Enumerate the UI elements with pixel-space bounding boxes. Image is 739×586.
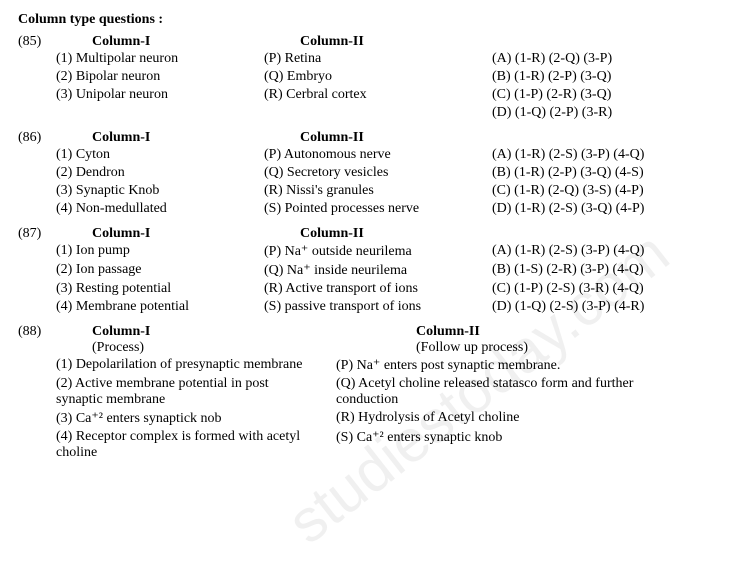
col2-item: (S) passive transport of ions xyxy=(264,298,484,316)
col2-item: (Q) Secretory vesicles xyxy=(264,164,484,182)
col1-item: (2) Dendron xyxy=(56,164,256,182)
col1-item: (2) Bipolar neuron xyxy=(56,68,256,86)
question-86: (86) Column-I Column-II (1) Cyton (P) Au… xyxy=(18,130,721,218)
col2-item: (R) Nissi's granules xyxy=(264,182,484,200)
col2-item: (R) Hydrolysis of Acetyl choline xyxy=(336,409,656,428)
question-85: (85) Column-I Column-II (1) Multipolar n… xyxy=(18,34,721,122)
col1-item: (1) Ion pump xyxy=(56,242,256,261)
option: (A) (1-R) (2-Q) (3-P) xyxy=(492,50,672,68)
col1-item: (4) Non-medullated xyxy=(56,200,256,218)
option: (B) (1-R) (2-P) (3-Q) (4-S) xyxy=(492,164,672,182)
col1-item: (4) Receptor complex is formed with acet… xyxy=(56,428,316,462)
option: (B) (1-S) (2-R) (3-P) (4-Q) xyxy=(492,261,672,280)
col1-item: (2) Ion passage xyxy=(56,261,256,280)
col2-item: (S) Pointed processes nerve xyxy=(264,200,484,218)
question-87: (87) Column-I Column-II (1) Ion pump (P)… xyxy=(18,226,721,316)
column-2-header: Column-II xyxy=(264,226,484,242)
question-number: (85) xyxy=(18,34,56,50)
section-heading: Column type questions : xyxy=(18,12,721,28)
question-number: (88) xyxy=(18,324,56,340)
col2-item: (P) Na⁺ outside neurilema xyxy=(264,242,484,261)
option: (D) (1-Q) (2-S) (3-P) (4-R) xyxy=(492,298,672,316)
col2-item: (Q) Acetyl choline released statasco for… xyxy=(336,375,656,409)
col1-item: (1) Cyton xyxy=(56,146,256,164)
column-1-subheader: (Process) xyxy=(56,340,316,356)
col2-item: (S) Ca⁺² enters synaptic knob xyxy=(336,428,656,462)
col2-item: (R) Cerbral cortex xyxy=(264,86,484,104)
col1-item: (3) Unipolar neuron xyxy=(56,86,256,104)
option: (B) (1-R) (2-P) (3-Q) xyxy=(492,68,672,86)
option: (C) (1-P) (2-R) (3-Q) xyxy=(492,86,672,104)
col2-item: (R) Active transport of ions xyxy=(264,280,484,298)
column-1-header: Column-I xyxy=(56,130,256,146)
col2-item: (P) Retina xyxy=(264,50,484,68)
col1-item: (1) Multipolar neuron xyxy=(56,50,256,68)
col1-item: (3) Ca⁺² enters synaptick nob xyxy=(56,409,316,428)
col2-item: (Q) Embryo xyxy=(264,68,484,86)
col1-item: (3) Resting potential xyxy=(56,280,256,298)
col1-item: (3) Synaptic Knob xyxy=(56,182,256,200)
column-2-header: Column-II xyxy=(264,34,484,50)
question-number: (87) xyxy=(18,226,56,242)
question-number: (86) xyxy=(18,130,56,146)
column-2-header: Column-II xyxy=(336,324,656,340)
question-88: (88) Column-I Column-II (Process) (Follo… xyxy=(18,324,721,462)
column-1-header: Column-I xyxy=(56,324,316,340)
col1-item: (1) Depolarilation of presynaptic membra… xyxy=(56,356,316,375)
option: (D) (1-R) (2-S) (3-Q) (4-P) xyxy=(492,200,672,218)
col2-item: (P) Na⁺ enters post synaptic membrane. xyxy=(336,356,656,375)
option: (C) (1-P) (2-S) (3-R) (4-Q) xyxy=(492,280,672,298)
option: (C) (1-R) (2-Q) (3-S) (4-P) xyxy=(492,182,672,200)
column-1-header: Column-I xyxy=(56,226,256,242)
option: (D) (1-Q) (2-P) (3-R) xyxy=(492,104,672,122)
col2-item: (P) Autonomous nerve xyxy=(264,146,484,164)
col1-item: (4) Membrane potential xyxy=(56,298,256,316)
col2-item: (Q) Na⁺ inside neurilema xyxy=(264,261,484,280)
option: (A) (1-R) (2-S) (3-P) (4-Q) xyxy=(492,242,672,261)
option: (A) (1-R) (2-S) (3-P) (4-Q) xyxy=(492,146,672,164)
column-1-header: Column-I xyxy=(56,34,256,50)
col1-item: (2) Active membrane potential in post sy… xyxy=(56,375,316,409)
column-2-header: Column-II xyxy=(264,130,484,146)
column-2-subheader: (Follow up process) xyxy=(336,340,656,356)
